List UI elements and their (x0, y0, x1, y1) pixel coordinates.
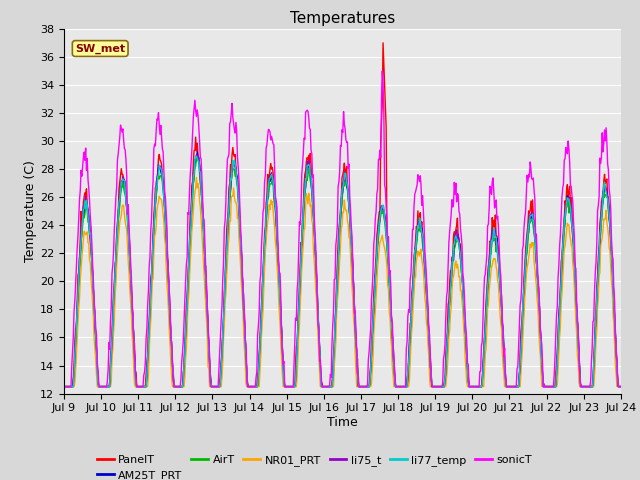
PanelT (411, 248, 419, 253)
sonicT (378, 68, 386, 74)
Line: sonicT: sonicT (64, 71, 621, 386)
NR01_PRT (617, 384, 625, 389)
AM25T_PRT (60, 384, 68, 389)
AirT (411, 259, 419, 265)
AM25T_PRT (127, 290, 135, 296)
li75_t (127, 289, 135, 295)
PanelT (617, 384, 625, 389)
li77_temp (127, 286, 135, 291)
sonicT (70, 308, 78, 314)
AM25T_PRT (428, 378, 435, 384)
sonicT (411, 191, 419, 197)
Line: li77_temp: li77_temp (64, 156, 621, 386)
AM25T_PRT (70, 375, 78, 381)
li77_temp (70, 372, 78, 378)
NR01_PRT (428, 384, 435, 389)
Y-axis label: Temperature (C): Temperature (C) (24, 160, 37, 262)
AM25T_PRT (193, 149, 201, 155)
AirT (127, 291, 135, 297)
PanelT (428, 373, 435, 379)
AirT (617, 384, 625, 389)
Line: PanelT: PanelT (64, 43, 621, 386)
PanelT (184, 275, 192, 280)
NR01_PRT (60, 384, 68, 389)
NR01_PRT (70, 384, 78, 389)
Line: li75_t: li75_t (64, 155, 621, 386)
AirT (184, 288, 192, 294)
li75_t (411, 247, 419, 252)
li75_t (214, 384, 222, 389)
NR01_PRT (127, 312, 135, 318)
PanelT (380, 40, 387, 46)
li75_t (617, 384, 625, 389)
li75_t (184, 281, 192, 287)
AirT (214, 384, 222, 389)
AirT (193, 153, 201, 159)
PanelT (127, 282, 135, 288)
li77_temp (193, 153, 200, 159)
PanelT (60, 384, 68, 389)
AirT (60, 384, 68, 389)
PanelT (214, 384, 221, 389)
sonicT (60, 384, 68, 389)
sonicT (184, 210, 192, 216)
Legend: PanelT, AM25T_PRT, AirT, NR01_PRT, li75_t, li77_temp, sonicT: PanelT, AM25T_PRT, AirT, NR01_PRT, li75_… (93, 450, 536, 480)
li77_temp (60, 384, 68, 389)
Text: SW_met: SW_met (75, 43, 125, 54)
PanelT (70, 361, 78, 367)
X-axis label: Time: Time (327, 416, 358, 429)
li77_temp (428, 372, 435, 378)
sonicT (214, 384, 221, 389)
AM25T_PRT (184, 287, 192, 292)
NR01_PRT (411, 276, 419, 281)
Title: Temperatures: Temperatures (290, 11, 395, 26)
AM25T_PRT (214, 384, 222, 389)
Line: AirT: AirT (64, 156, 621, 386)
Line: AM25T_PRT: AM25T_PRT (64, 152, 621, 386)
li75_t (60, 384, 68, 389)
AirT (428, 376, 435, 382)
NR01_PRT (214, 384, 222, 389)
li75_t (70, 372, 78, 378)
sonicT (617, 384, 625, 389)
NR01_PRT (193, 175, 200, 180)
AM25T_PRT (617, 384, 625, 389)
li77_temp (411, 248, 419, 253)
sonicT (428, 375, 435, 381)
Line: NR01_PRT: NR01_PRT (64, 178, 621, 386)
li77_temp (214, 384, 222, 389)
sonicT (127, 274, 135, 279)
li77_temp (184, 281, 192, 287)
li75_t (193, 152, 200, 157)
AirT (70, 376, 78, 382)
AM25T_PRT (411, 259, 419, 265)
li75_t (428, 367, 435, 373)
NR01_PRT (184, 303, 192, 309)
li77_temp (617, 384, 625, 389)
